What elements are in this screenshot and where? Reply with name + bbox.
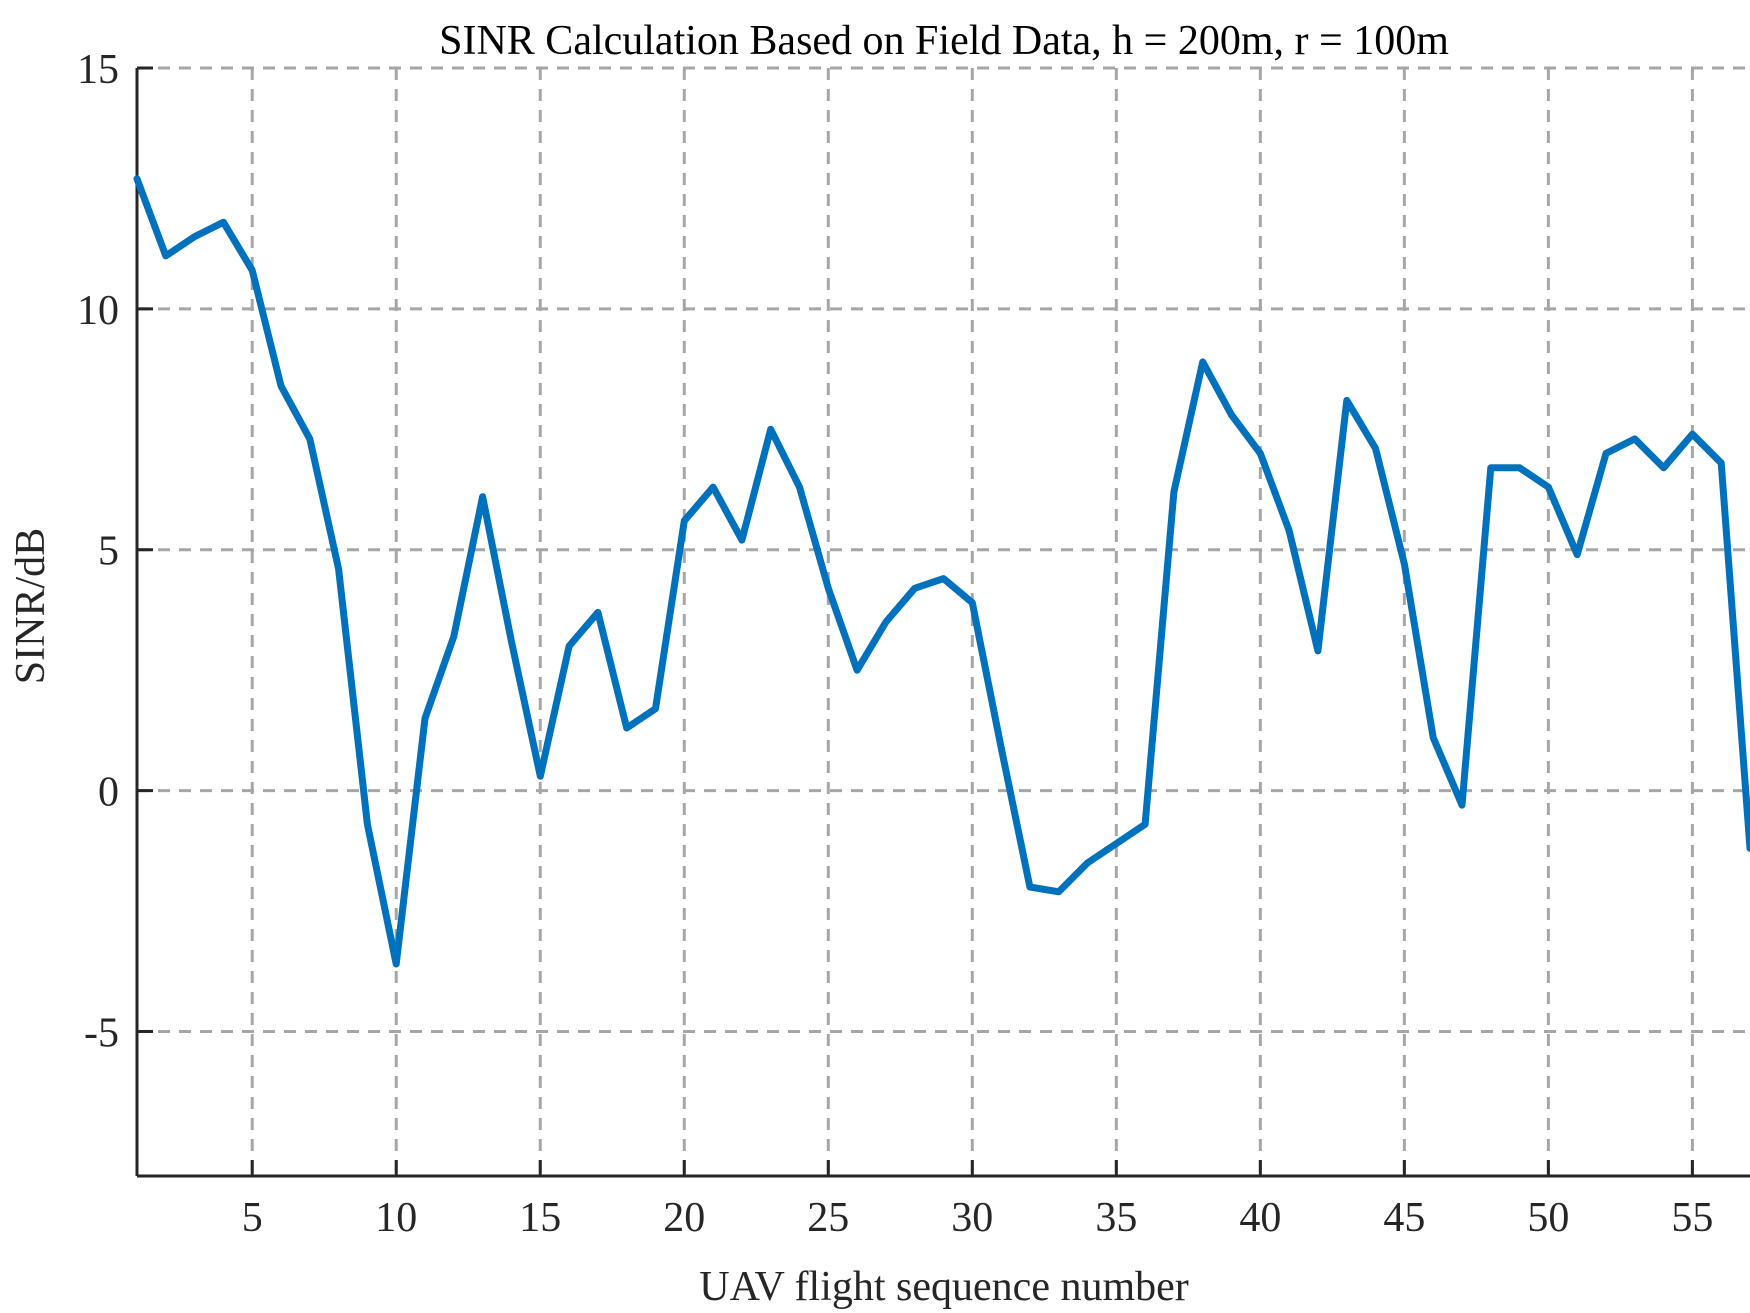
axes bbox=[135, 68, 1750, 1178]
y-tick-label: 10 bbox=[77, 288, 119, 334]
x-axis-label: UAV flight sequence number bbox=[699, 1264, 1189, 1310]
x-tick-label: 40 bbox=[1239, 1195, 1281, 1241]
x-axis-ticks: 5 10 15 20 25 30 35 40 45 50 55 bbox=[242, 1160, 1713, 1241]
x-tick-label: 35 bbox=[1095, 1195, 1137, 1241]
x-tick-label: 10 bbox=[375, 1195, 417, 1241]
grid bbox=[137, 66, 1750, 1176]
x-tick-label: 15 bbox=[519, 1195, 561, 1241]
x-tick-label: 30 bbox=[951, 1195, 993, 1241]
x-tick-label: 25 bbox=[807, 1195, 849, 1241]
x-tick-label: 20 bbox=[663, 1195, 705, 1241]
y-tick-label: 15 bbox=[77, 47, 119, 93]
x-tick-label: 50 bbox=[1527, 1195, 1569, 1241]
y-axis-label: SINR/dB bbox=[8, 528, 54, 684]
y-tick-label: 0 bbox=[98, 770, 119, 816]
x-tick-label: 55 bbox=[1671, 1195, 1713, 1241]
series-line bbox=[133, 175, 1750, 968]
chart-title: SINR Calculation Based on Field Data, h … bbox=[439, 18, 1449, 64]
y-tick-label: -5 bbox=[84, 1010, 119, 1056]
y-axis-ticks: -5 0 5 10 15 bbox=[77, 47, 153, 1056]
x-tick-label: 45 bbox=[1383, 1195, 1425, 1241]
series-group bbox=[133, 175, 1750, 968]
y-tick-label: 5 bbox=[98, 529, 119, 575]
x-tick-label: 5 bbox=[242, 1195, 263, 1241]
